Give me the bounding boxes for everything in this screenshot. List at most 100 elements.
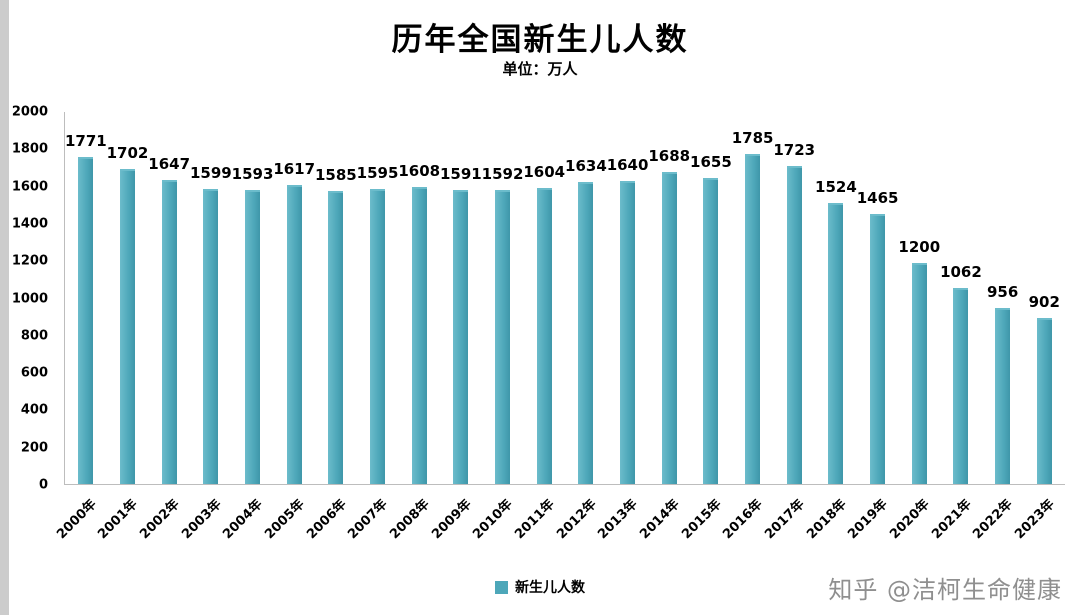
bar-column: 956 2022年 xyxy=(971,112,1024,542)
x-axis-label: 2016年 xyxy=(720,496,767,543)
bar xyxy=(286,185,302,484)
x-axis-label: 2019年 xyxy=(845,496,892,543)
bar xyxy=(661,172,677,484)
bar xyxy=(703,178,719,484)
bar-column: 1655 2015年 xyxy=(679,112,732,542)
x-axis-label: 2007年 xyxy=(345,496,391,543)
y-axis-tick: 0 xyxy=(38,477,48,493)
bar-column: 1785 2016年 xyxy=(721,112,774,542)
bar-column: 1062 2021年 xyxy=(929,112,982,542)
bar-value-label: 1723 xyxy=(773,140,816,159)
y-axis-tick: 2000 xyxy=(11,104,48,120)
bar-value-label: 1608 xyxy=(398,161,441,180)
x-axis-label: 2009年 xyxy=(428,496,475,543)
bar-column: 1723 2017年 xyxy=(762,112,816,543)
bar-column: 1771 2000年 xyxy=(54,112,107,543)
bar xyxy=(411,186,427,484)
bar-value-label: 1634 xyxy=(565,157,607,176)
left-edge-strip xyxy=(0,0,9,615)
legend-swatch xyxy=(495,580,508,594)
x-axis-label: 2018年 xyxy=(803,496,850,543)
x-axis-label: 2002年 xyxy=(137,496,183,543)
x-axis-label: 2001年 xyxy=(95,496,141,543)
bar-value-label: 1465 xyxy=(856,188,899,207)
bar xyxy=(161,179,177,484)
x-axis-label: 2006年 xyxy=(303,496,350,543)
y-axis-tick: 1000 xyxy=(11,291,48,306)
bar xyxy=(786,165,802,484)
bar-value-label: 1599 xyxy=(189,163,232,182)
legend-label: 新生儿人数 xyxy=(515,580,585,596)
chart-title: 历年全国新生儿人数 xyxy=(391,22,689,58)
bar-value-label: 1688 xyxy=(648,147,691,166)
x-axis-label: 2004年 xyxy=(220,496,266,543)
x-axis-label: 2000年 xyxy=(53,496,100,543)
y-axis-tick: 1200 xyxy=(11,253,48,269)
bar xyxy=(370,189,386,484)
bar xyxy=(78,156,94,484)
x-axis-label: 2017年 xyxy=(762,496,808,543)
bar xyxy=(245,189,261,484)
y-axis: 0 200 400 600 800 1000 1200 1400 1600 1800 2000 xyxy=(0,105,56,493)
bar-column: 1595 2007年 xyxy=(346,112,399,542)
bar-value-label: 1585 xyxy=(314,166,357,185)
bar-value-label: 1785 xyxy=(731,129,774,147)
y-axis-tick: 200 xyxy=(20,440,48,456)
x-axis-label: 2008年 xyxy=(387,496,433,543)
bar-column: 1591 2009年 xyxy=(429,112,482,542)
bar-column: 1599 2003年 xyxy=(179,112,232,543)
x-axis-label: 2015年 xyxy=(678,496,725,543)
x-axis-label: 2022年 xyxy=(970,496,1017,543)
legend: 新生儿人数 xyxy=(0,577,1080,597)
bar xyxy=(745,154,761,484)
bar-column: 1524 2018年 xyxy=(804,112,857,543)
y-axis-tick: 600 xyxy=(20,365,48,381)
x-axis-label: 2003年 xyxy=(178,496,225,543)
x-axis-label: 2011年 xyxy=(512,496,558,543)
bar-value-label: 1655 xyxy=(690,153,732,172)
bar-value-label: 1592 xyxy=(481,164,524,183)
bar-value-label: 1702 xyxy=(106,144,149,163)
bar xyxy=(620,180,636,484)
bar-value-label: 1617 xyxy=(273,160,316,179)
y-axis-tick: 1400 xyxy=(11,216,48,232)
plot-area: 1771 2000年 1702 2001年 1647 2002年 1599 2003年 1593… xyxy=(54,112,1065,543)
bar xyxy=(953,288,969,484)
bar-column: 902 2023年 xyxy=(1012,112,1065,542)
bar xyxy=(495,189,511,484)
x-axis-label: 2021年 xyxy=(929,496,975,543)
bar-column: 1465 2019年 xyxy=(846,112,899,543)
x-axis-label: 2005年 xyxy=(262,496,308,543)
bar xyxy=(1036,318,1052,484)
bar-column: 1640 2013年 xyxy=(596,112,649,542)
x-axis-label: 2013年 xyxy=(595,496,642,543)
bar-column: 1702 2001年 xyxy=(96,112,149,542)
bar-value-label: 1604 xyxy=(523,162,566,181)
bar-column: 1593 2004年 xyxy=(221,112,274,543)
bar-value-label: 956 xyxy=(986,283,1019,302)
watermark: 知乎 @洁柯生命健康 xyxy=(828,576,1062,604)
bar xyxy=(911,262,927,484)
y-axis-tick: 1600 xyxy=(11,179,48,195)
bar xyxy=(578,182,594,484)
bar-column: 1585 2006年 xyxy=(304,112,357,542)
bar-value-label: 1771 xyxy=(64,131,107,150)
bar-value-label: 1640 xyxy=(606,155,649,174)
bar-value-label: 1200 xyxy=(898,237,941,256)
bar xyxy=(453,190,469,484)
y-axis-tick: 800 xyxy=(20,328,48,344)
bar xyxy=(203,188,219,484)
bar xyxy=(120,169,135,484)
bar-value-label: 1595 xyxy=(356,164,399,183)
x-axis-label: 2023年 xyxy=(1012,496,1058,543)
bar-column: 1634 2012年 xyxy=(554,112,607,542)
bar-column: 1200 2020年 xyxy=(887,112,941,542)
bar-value-label: 1062 xyxy=(940,263,982,282)
x-axis-label: 2010年 xyxy=(470,496,516,543)
chart-subtitle: 单位：万人 xyxy=(502,60,578,78)
bar-value-label: 1524 xyxy=(815,177,857,196)
y-axis-tick: 400 xyxy=(20,402,48,418)
bar-column: 1617 2005年 xyxy=(262,112,316,542)
bar xyxy=(828,202,844,484)
x-axis-label: 2014年 xyxy=(637,496,683,543)
